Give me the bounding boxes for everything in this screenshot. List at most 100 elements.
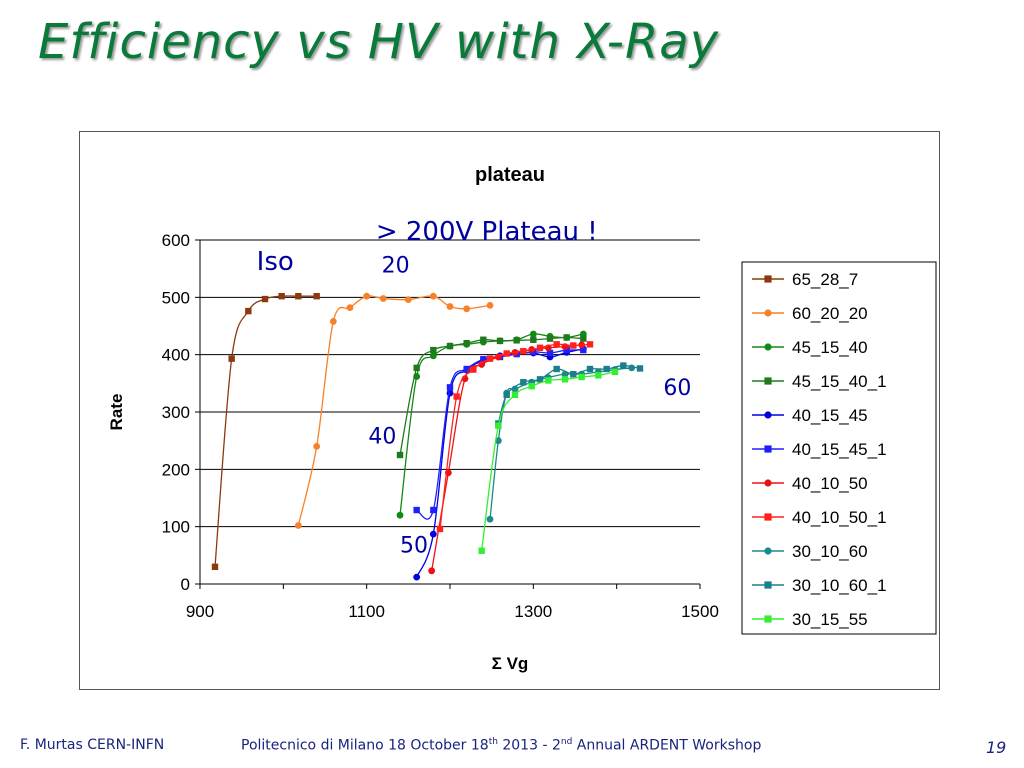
footer-event-part-b: 2013 - 2 (497, 737, 561, 754)
footer-page-number: 19 (986, 738, 1007, 757)
series-line-30_15_55 (481, 371, 616, 551)
data-point-40_15_45_1-10 (580, 346, 587, 354)
data-point-65_28_7-6 (313, 292, 320, 300)
legend-marker-30_10_60 (764, 547, 772, 555)
data-point-45_15_40_1-8 (530, 336, 537, 343)
data-point-30_15_55-8 (611, 368, 619, 376)
data-point-40_15_45-1 (429, 530, 437, 538)
legend-label-65_28_7: 65_28_7 (792, 270, 858, 289)
plateau-chart: plateau 0 100 200 300 400 500 600 900 1100 1300 150… (107, 164, 937, 673)
data-point-60_20_20-7 (429, 292, 437, 300)
y-tick-label-4: 400 (162, 346, 190, 365)
annotation-3: 40 (368, 425, 396, 450)
data-point-30_15_55-5 (561, 376, 569, 383)
data-point-65_28_7-4 (278, 292, 285, 300)
data-point-30_15_55-2 (511, 391, 519, 398)
data-point-60_20_20-0 (294, 522, 302, 529)
legend-label-40_15_45: 40_15_45 (792, 406, 868, 425)
y-tick-label-5: 500 (162, 288, 190, 307)
data-point-65_28_7-2 (245, 307, 252, 315)
data-point-30_10_60_1-7 (603, 365, 610, 373)
legend-marker-45_15_40_1 (764, 377, 772, 385)
data-point-60_20_20-1 (313, 443, 321, 450)
data-point-60_20_20-2 (329, 318, 337, 325)
data-point-40_15_45_1-1 (430, 506, 437, 514)
data-point-40_10_50_1-9 (586, 341, 594, 348)
data-point-40_10_50_1-8 (570, 342, 577, 349)
legend-marker-40_10_50_1 (764, 513, 772, 521)
data-point-65_28_7-5 (295, 292, 302, 300)
data-point-40_10_50_1-5 (520, 348, 527, 355)
data-point-30_15_55-7 (595, 372, 602, 379)
series-line-40_10_50_1 (439, 343, 591, 530)
data-point-40_10_50_1-0 (436, 525, 444, 533)
data-point-60_20_20-10 (486, 301, 494, 309)
legend-marker-30_15_55 (764, 615, 772, 623)
legend-label-45_15_40: 45_15_40 (792, 338, 868, 357)
data-point-45_15_40-8 (529, 330, 537, 338)
x-tick-label-1: 1100 (348, 602, 385, 621)
annotation-0: > 200V Plateau ! (376, 217, 598, 247)
chart-title: plateau (475, 164, 545, 186)
y-tick-label-2: 200 (162, 460, 190, 479)
legend-label-30_10_60_1: 30_10_60_1 (792, 576, 887, 595)
footer-event-part-c: Annual ARDENT Workshop (572, 737, 762, 754)
legend-marker-40_15_45 (764, 411, 772, 419)
data-point-30_15_55-1 (495, 422, 502, 429)
legend-marker-45_15_40 (764, 343, 772, 351)
legend-marker-40_15_45_1 (764, 445, 772, 453)
legend-label-40_10_50_1: 40_10_50_1 (792, 508, 887, 527)
series-line-30_10_60_1 (497, 364, 641, 424)
legend-marker-40_10_50 (764, 479, 772, 487)
data-point-40_10_50_1-3 (486, 355, 494, 362)
data-point-60_20_20-3 (346, 304, 354, 312)
x-tick-label-2: 1300 (514, 602, 552, 621)
data-point-45_15_40_1-7 (513, 337, 520, 344)
data-point-40_15_45_1-4 (480, 356, 487, 363)
y-tick-label-1: 100 (162, 518, 190, 537)
data-point-40_15_45-0 (413, 573, 421, 581)
data-point-45_15_40_1-2 (430, 346, 437, 354)
data-point-30_10_60-0 (486, 515, 494, 523)
footer-event: Politecnico di Milano 18 October 18th 20… (241, 737, 761, 754)
legend-label-45_15_40_1: 45_15_40_1 (792, 372, 887, 391)
legend-marker-30_10_60_1 (764, 581, 772, 589)
data-point-40_10_50_1-6 (536, 344, 544, 351)
legend-marker-65_28_7 (764, 275, 772, 283)
data-point-65_28_7-3 (261, 295, 269, 303)
data-point-45_15_40_1-11 (580, 335, 587, 342)
annotation-2: 20 (382, 254, 410, 279)
data-point-45_15_40_1-5 (480, 336, 487, 343)
data-point-60_20_20-9 (463, 305, 471, 313)
y-tick-label-6: 600 (162, 231, 190, 250)
legend-label-30_10_60: 30_10_60 (792, 542, 868, 561)
data-point-65_28_7-1 (228, 355, 235, 362)
data-point-30_10_60_1-8 (620, 362, 627, 369)
data-point-40_15_45_1-2 (446, 384, 454, 391)
series-line-40_15_45 (416, 348, 584, 578)
data-point-30_15_55-0 (478, 547, 485, 554)
data-point-40_10_50-3 (478, 361, 486, 368)
annotation-4: 50 (400, 533, 428, 558)
footer-event-sup-2: nd (560, 737, 573, 747)
data-point-40_15_45_1-8 (546, 349, 554, 357)
chart-frame: plateau 0 100 200 300 400 500 600 900 1100 1300 150… (79, 131, 940, 690)
data-point-30_10_60_1-4 (553, 365, 560, 373)
data-point-60_20_20-5 (379, 295, 387, 302)
data-point-60_20_20-6 (404, 296, 412, 304)
data-point-45_15_40_1-3 (446, 342, 454, 350)
data-point-30_10_60_1-2 (520, 378, 527, 386)
y-axis-label: Rate (107, 394, 126, 431)
data-point-40_15_45_1-9 (563, 346, 570, 354)
legend-label-40_15_45_1: 40_15_45_1 (792, 440, 887, 459)
x-tick-label-0: 900 (186, 602, 214, 621)
legend-label-30_15_55: 30_15_55 (792, 610, 868, 629)
data-point-40_15_45_1-0 (413, 506, 420, 514)
x-tick-label-3: 1500 (681, 602, 719, 621)
legend-marker-60_20_20 (764, 309, 772, 317)
y-tick-label-0: 0 (181, 575, 190, 594)
data-point-30_10_60-10 (628, 364, 636, 372)
data-point-40_10_50-0 (428, 567, 436, 575)
data-point-30_15_55-6 (578, 373, 585, 381)
data-point-30_10_60_1-1 (503, 391, 510, 398)
